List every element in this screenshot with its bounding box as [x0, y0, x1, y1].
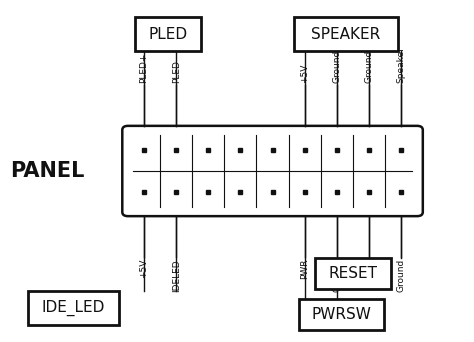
Text: IDE_LED: IDE_LED	[42, 300, 105, 316]
Text: PWR: PWR	[300, 259, 309, 279]
Bar	[315, 258, 391, 289]
Bar	[294, 17, 398, 51]
Text: Ground: Ground	[332, 259, 341, 292]
Text: Speaker: Speaker	[397, 46, 406, 83]
Text: PLED+: PLED+	[139, 53, 148, 83]
Text: Ground: Ground	[397, 259, 406, 292]
Text: RESET: RESET	[328, 266, 378, 281]
Text: SPEAKER: SPEAKER	[311, 27, 381, 42]
Text: Ground: Ground	[332, 50, 341, 83]
Text: +5V: +5V	[300, 64, 309, 83]
Bar	[28, 291, 118, 325]
Text: PLED: PLED	[149, 27, 188, 42]
Text: Reset: Reset	[365, 259, 374, 284]
Bar	[135, 17, 201, 51]
Text: +5V: +5V	[139, 259, 148, 278]
Bar	[299, 299, 384, 330]
Text: Ground: Ground	[365, 50, 374, 83]
Text: PANEL: PANEL	[10, 161, 84, 181]
FancyBboxPatch shape	[122, 126, 423, 216]
Text: PWRSW: PWRSW	[311, 307, 371, 322]
Text: IDELED: IDELED	[172, 259, 181, 291]
Text: PLED-: PLED-	[172, 57, 181, 83]
